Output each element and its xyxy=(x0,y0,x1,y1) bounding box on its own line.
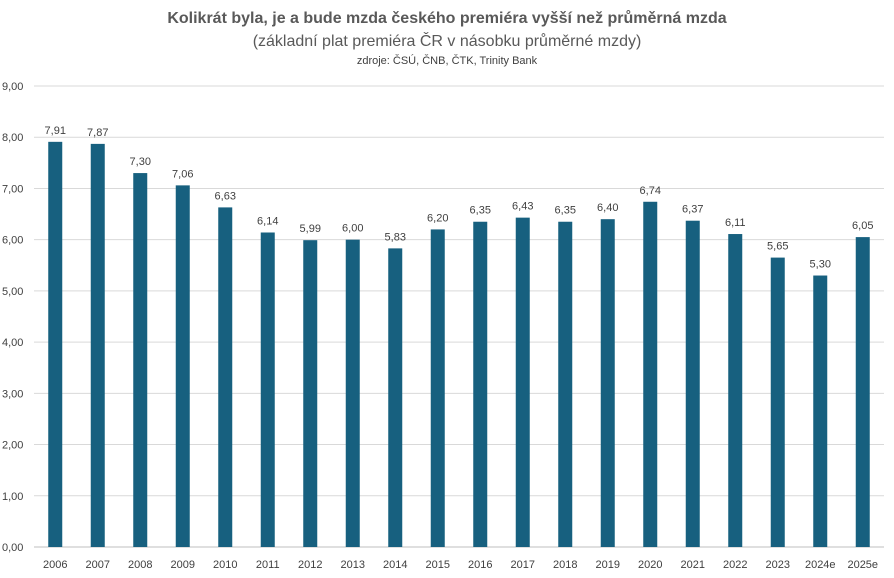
x-tick-label: 2007 xyxy=(86,559,110,571)
bar-2007 xyxy=(90,143,105,547)
x-tick-label: 2008 xyxy=(128,559,152,571)
data-label: 6,63 xyxy=(215,190,236,202)
data-label: 7,87 xyxy=(87,127,108,139)
data-label: 5,65 xyxy=(767,241,788,253)
bar-2010 xyxy=(218,207,233,547)
x-tick-label: 2017 xyxy=(511,559,535,571)
x-tick-label: 2012 xyxy=(298,559,322,571)
bar-2025e xyxy=(855,237,870,547)
y-tick-label: 7,00 xyxy=(2,183,23,195)
data-label: 6,74 xyxy=(640,185,661,197)
x-tick-label: 2016 xyxy=(468,559,492,571)
y-tick-label: 6,00 xyxy=(2,235,23,247)
y-tick-label: 3,00 xyxy=(2,388,23,400)
data-label: 6,35 xyxy=(470,205,491,217)
y-tick-label: 1,00 xyxy=(2,491,23,503)
x-tick-label: 2013 xyxy=(341,559,365,571)
data-label: 6,20 xyxy=(427,212,448,224)
data-label: 6,11 xyxy=(725,217,746,229)
y-tick-label: 8,00 xyxy=(2,132,23,144)
x-tick-label: 2014 xyxy=(383,559,407,571)
x-tick-label: 2024e xyxy=(805,559,836,571)
data-label: 7,91 xyxy=(45,125,66,137)
bar-2018 xyxy=(558,221,573,547)
x-tick-label: 2015 xyxy=(426,559,450,571)
bar-2016 xyxy=(473,221,488,547)
x-tick-label: 2025e xyxy=(847,559,878,571)
y-tick-label: 9,00 xyxy=(2,81,23,93)
bar-2021 xyxy=(685,220,700,547)
bar-2023 xyxy=(770,257,785,547)
bar-2006 xyxy=(48,141,63,548)
bar-2009 xyxy=(175,185,190,548)
data-label: 6,40 xyxy=(597,202,618,214)
bar-2019 xyxy=(600,219,615,547)
bar-2017 xyxy=(515,217,530,547)
y-tick-label: 4,00 xyxy=(2,337,23,349)
x-tick-label: 2022 xyxy=(723,559,747,571)
x-tick-label: 2019 xyxy=(596,559,620,571)
bar-2020 xyxy=(643,201,658,548)
data-label: 6,00 xyxy=(342,223,363,235)
data-label: 6,37 xyxy=(682,204,703,216)
bar-2022 xyxy=(728,234,743,547)
bar-2008 xyxy=(133,173,148,548)
bar-2024e xyxy=(813,275,828,547)
x-tick-label: 2006 xyxy=(43,559,67,571)
x-tick-label: 2023 xyxy=(766,559,790,571)
y-tick-label: 5,00 xyxy=(2,286,23,298)
bar-2012 xyxy=(303,240,318,547)
data-label: 7,06 xyxy=(172,168,193,180)
data-label: 6,35 xyxy=(555,205,576,217)
chart-title: Kolikrát byla, je a bude mzda českého pr… xyxy=(167,10,727,27)
data-label: 5,30 xyxy=(810,259,831,271)
data-label: 6,05 xyxy=(852,220,873,232)
bar-2013 xyxy=(345,239,360,547)
y-tick-label: 2,00 xyxy=(2,440,23,452)
x-tick-label: 2011 xyxy=(256,559,280,571)
data-label: 6,14 xyxy=(257,215,278,227)
data-label: 5,99 xyxy=(300,223,321,235)
x-tick-label: 2021 xyxy=(681,559,705,571)
data-label: 5,83 xyxy=(385,231,406,243)
y-tick-label: 0,00 xyxy=(2,542,23,554)
bar-2015 xyxy=(430,229,445,547)
chart-source: zdroje: ČSÚ, ČNB, ČTK, Trinity Bank xyxy=(356,55,538,67)
bar-2014 xyxy=(388,248,403,547)
chart-subtitle: (základní plat premiéra ČR v násobku prů… xyxy=(252,33,642,50)
x-tick-label: 2018 xyxy=(553,559,577,571)
x-tick-label: 2009 xyxy=(171,559,195,571)
bar-2011 xyxy=(260,232,275,548)
data-label: 7,30 xyxy=(130,156,151,168)
data-label: 6,43 xyxy=(512,201,533,213)
x-tick-label: 2020 xyxy=(638,559,662,571)
x-tick-label: 2010 xyxy=(213,559,237,571)
